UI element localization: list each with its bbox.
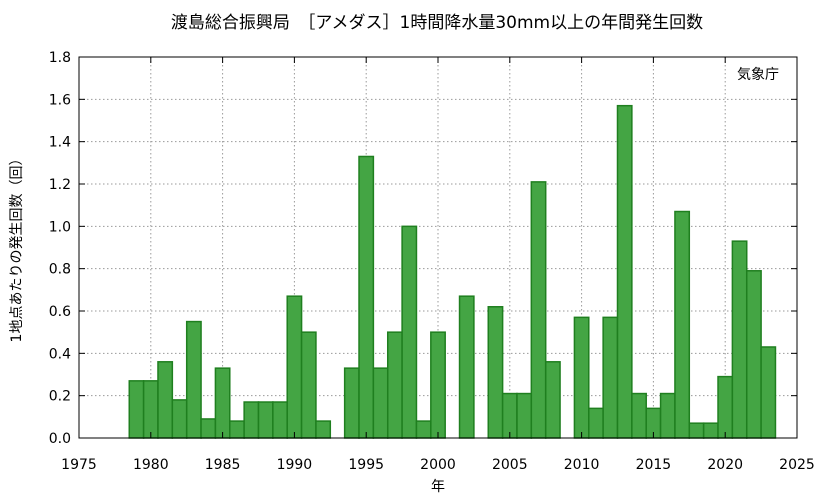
- bar-1986: [229, 420, 245, 439]
- y-tick-label: 0.0: [49, 431, 71, 447]
- y-tick-label: 0.8: [49, 262, 71, 278]
- chart-title: 渡島総合振興局 ［アメダス］1時間降水量30mm以上の年間発生回数: [171, 13, 703, 33]
- bar-1998: [401, 225, 418, 439]
- x-tick-label: 2025: [779, 457, 815, 473]
- bar-1988: [257, 401, 274, 439]
- bar-2020: [717, 375, 734, 439]
- bar-1980: [142, 380, 159, 439]
- bar-2017: [674, 210, 691, 439]
- bar-1987: [243, 401, 260, 439]
- y-tick-label: 0.6: [49, 304, 71, 320]
- bar-2012: [602, 316, 619, 439]
- bar-1996: [372, 367, 389, 439]
- y-tick-label: 0.2: [49, 389, 71, 405]
- bar-2008: [544, 361, 561, 439]
- bar-2016: [659, 392, 676, 439]
- bar-1992: [315, 420, 332, 439]
- x-tick-label: 1980: [133, 457, 169, 473]
- x-tick-label: 2000: [420, 457, 456, 473]
- y-tick-label: 1.2: [49, 177, 71, 193]
- y-tick-label: 0.4: [49, 346, 71, 362]
- bar-2011: [588, 407, 604, 439]
- bar-1982: [171, 399, 188, 439]
- x-tick-label: 2020: [707, 457, 743, 473]
- x-tick-label: 1985: [205, 457, 241, 473]
- y-tick-label: 1.0: [49, 219, 71, 235]
- bar-2022: [745, 270, 762, 439]
- bar-1984: [200, 418, 217, 439]
- bar-1981: [157, 361, 174, 439]
- bar-2005: [501, 392, 518, 439]
- bar-2014: [631, 392, 647, 439]
- x-tick-label: 1975: [61, 457, 97, 473]
- bar-2007: [530, 181, 547, 439]
- bar-2006: [516, 392, 533, 439]
- bar-1997: [386, 331, 403, 439]
- bar-1983: [185, 320, 202, 439]
- bar-2021: [731, 240, 748, 439]
- bar-1990: [286, 295, 303, 439]
- bar-1979: [128, 380, 145, 439]
- x-axis-label: 年: [431, 479, 445, 495]
- bar-2004: [487, 306, 504, 439]
- y-tick-label: 1.4: [49, 135, 71, 151]
- x-tick-label: 2010: [564, 457, 600, 473]
- bar-1991: [300, 331, 317, 439]
- bars: [128, 104, 777, 439]
- source-note: 気象庁: [737, 67, 779, 83]
- bar-1995: [358, 155, 375, 439]
- bar-1985: [214, 367, 231, 439]
- x-tick-label: 1995: [348, 457, 384, 473]
- x-tick-label: 2015: [636, 457, 672, 473]
- y-axis-label: 1地点あたりの発生回数（回）: [9, 152, 25, 343]
- y-tick-label: 1.8: [49, 50, 71, 66]
- x-tick-label: 2005: [492, 457, 528, 473]
- bar-2013: [616, 104, 633, 439]
- ticks: 0.0 0.2 0.4 0.6 0.8 1.0 1.2 1.4 1.6 1.8 1975 1980 19…: [49, 50, 815, 473]
- bar-1994: [343, 367, 360, 439]
- bar-2010: [573, 316, 590, 439]
- bar-2002: [458, 295, 475, 439]
- bar-2018: [688, 422, 705, 439]
- bar-2019: [702, 422, 719, 439]
- x-tick-label: 1990: [277, 457, 313, 473]
- y-tick-label: 1.6: [49, 92, 71, 108]
- bar-2000: [430, 331, 446, 439]
- bar-1989: [272, 401, 288, 439]
- bar-1999: [415, 420, 432, 439]
- bar-2023: [760, 346, 777, 439]
